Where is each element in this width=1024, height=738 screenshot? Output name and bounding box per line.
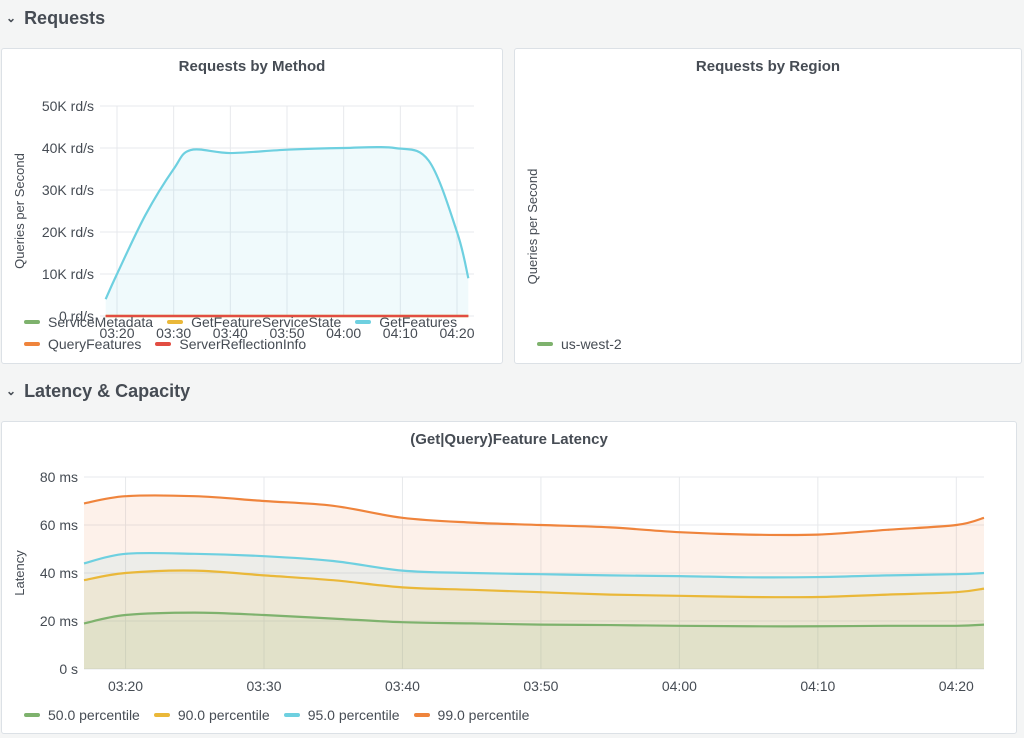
legend-row: 50.0 percentile 90.0 percentile 95.0 perce… <box>24 704 924 726</box>
x-tick-label: 03:50 <box>269 325 304 339</box>
legend: 50.0 percentile 90.0 percentile 95.0 perce… <box>24 704 924 726</box>
legend-label: 95.0 percentile <box>307 707 400 723</box>
x-tick-label: 03:20 <box>108 678 143 694</box>
legend: ServiceMetadata GetFeatureServiceState Get… <box>24 311 494 355</box>
legend-swatch <box>283 713 300 717</box>
chart-feature-latency: 0 s 20 ms 40 ms 60 ms 80 ms 03:20 03:30 03:40 03… <box>12 469 985 694</box>
x-tick-label: 03:50 <box>523 678 558 694</box>
series-95-0-percentile <box>83 551 985 669</box>
x-tick-label: 04:00 <box>662 678 697 694</box>
legend-label: ServiceMetadata <box>48 314 154 330</box>
chevron-down-icon: ⌄ <box>6 383 17 398</box>
x-tick-label: 04:10 <box>383 325 418 339</box>
legend-swatch <box>413 713 430 717</box>
series-line <box>83 611 985 628</box>
legend-swatch <box>24 342 40 346</box>
legend-swatch <box>24 320 40 324</box>
series-area <box>84 570 984 669</box>
series-area <box>84 552 984 669</box>
grid <box>100 105 474 317</box>
row-title: Latency & Capacity <box>24 381 191 401</box>
legend-item[interactable]: 50.0 percentile <box>24 707 140 723</box>
chart-requests-by-method: 0 rd/s 10K rd/s 20K rd/s 30K rd/s 40K rd/s 50… <box>12 98 475 339</box>
series-90-0-percentile <box>83 569 985 669</box>
panel-title[interactable]: Requests by Method <box>178 58 326 75</box>
legend-swatch <box>24 713 40 717</box>
legend: us-west-2 <box>537 333 1007 355</box>
series-line <box>83 569 985 599</box>
legend-row: us-west-2 <box>537 333 1007 355</box>
series-area <box>105 147 469 316</box>
y-axis-label: Queries per Second <box>12 153 27 269</box>
row-header-requests[interactable]: ⌄ Requests <box>0 8 105 29</box>
x-tick-label: 04:00 <box>326 325 361 339</box>
panel-requests-by-method: Requests by Method 0 rd/s 10K rd/s 20K rd/… <box>1 48 503 364</box>
panel-feature-latency: (Get|Query)Feature Latency 0 s 20 ms 40 ms… <box>1 421 1017 734</box>
x-tick-label: 03:40 <box>385 678 420 694</box>
series-line <box>83 494 985 537</box>
x-tick-label: 03:20 <box>99 325 134 339</box>
chevron-down-icon: ⌄ <box>6 10 17 25</box>
legend-label: 50.0 percentile <box>48 707 140 723</box>
legend-item[interactable]: us-west-2 <box>537 336 622 352</box>
x-tick-label: 04:20 <box>439 325 474 339</box>
series-getfeatures <box>104 145 470 316</box>
series-line <box>83 551 985 579</box>
y-tick-label: 50K rd/s <box>42 98 94 114</box>
legend-item[interactable]: 95.0 percentile <box>283 707 400 723</box>
x-tick-label: 03:30 <box>156 325 191 339</box>
legend-swatch <box>153 713 170 717</box>
legend-item[interactable]: ServiceMetadata <box>24 314 153 330</box>
x-tick-label: 03:30 <box>246 678 281 694</box>
legend-label: QueryFeatures <box>48 336 142 352</box>
legend-swatch <box>537 342 553 346</box>
legend-item[interactable]: ServerReflectionInfo <box>155 336 306 352</box>
y-tick-label: 20K rd/s <box>42 224 94 240</box>
legend-label: ServerReflectionInfo <box>179 336 307 352</box>
legend-label: 99.0 percentile <box>437 707 530 723</box>
legend-row: QueryFeatures ServerReflectionInfo <box>24 333 494 355</box>
panel-title[interactable]: Requests by Region <box>695 58 841 75</box>
legend-swatch <box>167 320 184 324</box>
legend-item[interactable]: QueryFeatures <box>24 336 141 352</box>
x-tick-label: 04:10 <box>800 678 835 694</box>
y-tick-label: 40K rd/s <box>42 140 94 156</box>
y-tick-label: 0 s <box>59 661 78 677</box>
legend-label: GetFeatures <box>379 314 458 330</box>
y-tick-label: 80 ms <box>40 469 78 485</box>
y-tick-label: 0 rd/s <box>59 308 94 324</box>
y-tick-label: 40 ms <box>40 565 78 581</box>
legend-label: 90.0 percentile <box>177 707 270 723</box>
series-line <box>104 145 470 300</box>
y-tick-label: 30K rd/s <box>42 182 94 198</box>
legend-item[interactable]: GetFeatures <box>355 314 457 330</box>
row-title: Requests <box>24 8 106 28</box>
legend-swatch <box>355 320 372 324</box>
x-tick-label: 04:20 <box>939 678 974 694</box>
legend-label: us-west-2 <box>561 336 622 352</box>
y-tick-label: 10K rd/s <box>42 266 94 282</box>
y-tick-label: 60 ms <box>40 517 78 533</box>
x-tick-label: 03:40 <box>213 325 248 339</box>
legend-label: GetFeatureServiceState <box>191 314 342 330</box>
legend-item[interactable]: GetFeatureServiceState <box>167 314 341 330</box>
y-tick-label: 20 ms <box>40 613 78 629</box>
series-50-0-percentile <box>83 611 985 669</box>
y-axis-label: Latency <box>12 550 27 596</box>
legend-row: ServiceMetadata GetFeatureServiceState Get… <box>24 311 494 333</box>
legend-swatch <box>155 342 172 346</box>
row-header-latency[interactable]: ⌄ Latency & Capacity <box>0 381 190 402</box>
panel-title[interactable]: (Get|Query)Feature Latency <box>410 431 608 448</box>
legend-item[interactable]: 99.0 percentile <box>413 707 530 723</box>
legend-item[interactable]: 90.0 percentile <box>153 707 270 723</box>
y-axis-label: Queries per Second <box>525 169 540 285</box>
